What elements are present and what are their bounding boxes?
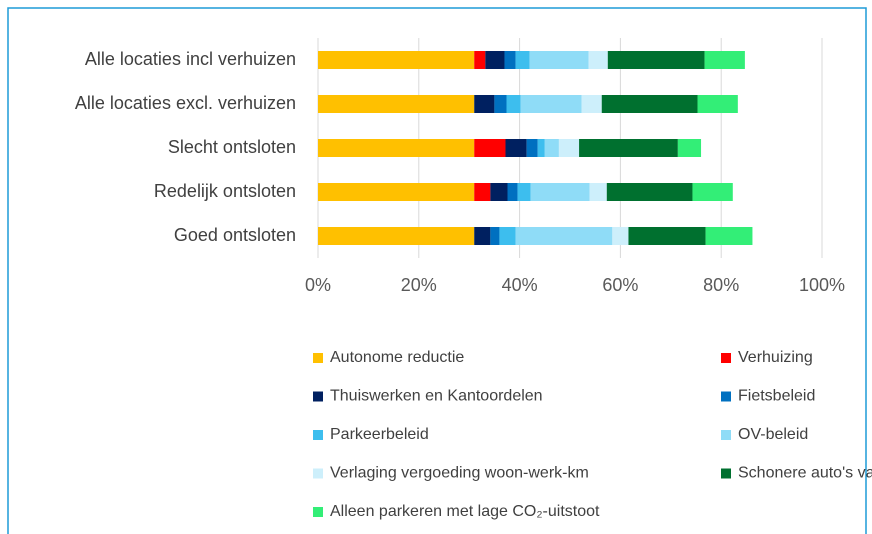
bar-segment xyxy=(499,227,516,245)
bar-segment xyxy=(544,139,559,157)
legend-swatch xyxy=(313,391,323,402)
bar-segment xyxy=(474,95,495,113)
y-tick-label: Goed ontsloten xyxy=(174,225,296,245)
bar-segment xyxy=(692,183,733,201)
legend-label: Verhuizing xyxy=(738,349,813,366)
bar-segment xyxy=(606,183,693,201)
bar-segment xyxy=(485,51,505,69)
legend-swatch xyxy=(313,353,323,363)
bar-segment xyxy=(318,51,475,69)
legend-swatch xyxy=(313,430,323,440)
legend-label: Autonome reductie xyxy=(330,349,464,366)
x-tick-label: 100% xyxy=(799,275,845,295)
bar-segment xyxy=(318,95,475,113)
bar-segment xyxy=(515,227,613,245)
y-tick-label: Redelijk ontsloten xyxy=(154,181,296,201)
bar-segment xyxy=(474,227,491,245)
bar-segment xyxy=(526,139,538,157)
legend-label: Alleen parkeren met lage CO₂-uitstoot xyxy=(330,503,600,520)
bar-segment xyxy=(628,227,706,245)
y-tick-label: Slecht ontsloten xyxy=(168,137,296,157)
bar-segment xyxy=(529,51,589,69)
frame xyxy=(7,7,867,534)
bar-segment xyxy=(677,139,702,157)
bar-segment xyxy=(581,95,602,113)
legend-swatch xyxy=(313,468,323,479)
bar-segment xyxy=(705,227,753,245)
bar-segment xyxy=(318,227,475,245)
x-tick-label: 40% xyxy=(502,275,538,295)
bar-segment xyxy=(558,139,580,157)
y-tick-label: Alle locaties incl verhuizen xyxy=(85,49,296,69)
x-tick-label: 20% xyxy=(401,275,437,295)
legend-swatch xyxy=(721,353,731,363)
legend-swatch xyxy=(721,468,731,479)
legend-label: Schonere auto's van de zaak xyxy=(738,465,872,482)
bar-segment xyxy=(537,139,545,157)
bar-segment xyxy=(474,51,486,69)
bar-segment xyxy=(612,227,629,245)
bar-segment xyxy=(579,139,678,157)
legend-swatch xyxy=(313,507,323,517)
bar-segment xyxy=(697,95,738,113)
bar-segment xyxy=(601,95,698,113)
x-tick-label: 60% xyxy=(602,275,638,295)
y-tick-label: Alle locaties excl. verhuizen xyxy=(75,93,296,113)
legend-label: Thuiswerken en Kantoordelen xyxy=(330,388,543,405)
bar-segment xyxy=(530,183,590,201)
bar-segment xyxy=(474,139,506,157)
bar-segment xyxy=(517,183,531,201)
bar-segment xyxy=(490,183,508,201)
bar-segment xyxy=(494,95,507,113)
bar-segment xyxy=(589,183,607,201)
legend-label: Parkeerbeleid xyxy=(330,426,429,443)
bar-segment xyxy=(520,95,582,113)
legend-swatch xyxy=(721,430,731,440)
legend-label: OV-beleid xyxy=(738,426,808,443)
legend-label: Verlaging vergoeding woon-werk-km xyxy=(330,465,589,482)
bar-segment xyxy=(505,139,527,157)
bar-segment xyxy=(318,183,475,201)
bar-segment xyxy=(504,51,516,69)
legend-swatch xyxy=(721,391,731,402)
x-tick-label: 0% xyxy=(305,275,331,295)
bar-segment xyxy=(318,139,475,157)
bar-segment xyxy=(474,183,491,201)
bar-segment xyxy=(704,51,745,69)
bar-segment xyxy=(507,183,518,201)
bar-segment xyxy=(607,51,705,69)
bar-segment xyxy=(490,227,500,245)
bar-segment xyxy=(515,51,530,69)
x-tick-label: 80% xyxy=(703,275,739,295)
legend-label: Fietsbeleid xyxy=(738,388,815,405)
bar-segment xyxy=(506,95,521,113)
bar-segment xyxy=(588,51,608,69)
